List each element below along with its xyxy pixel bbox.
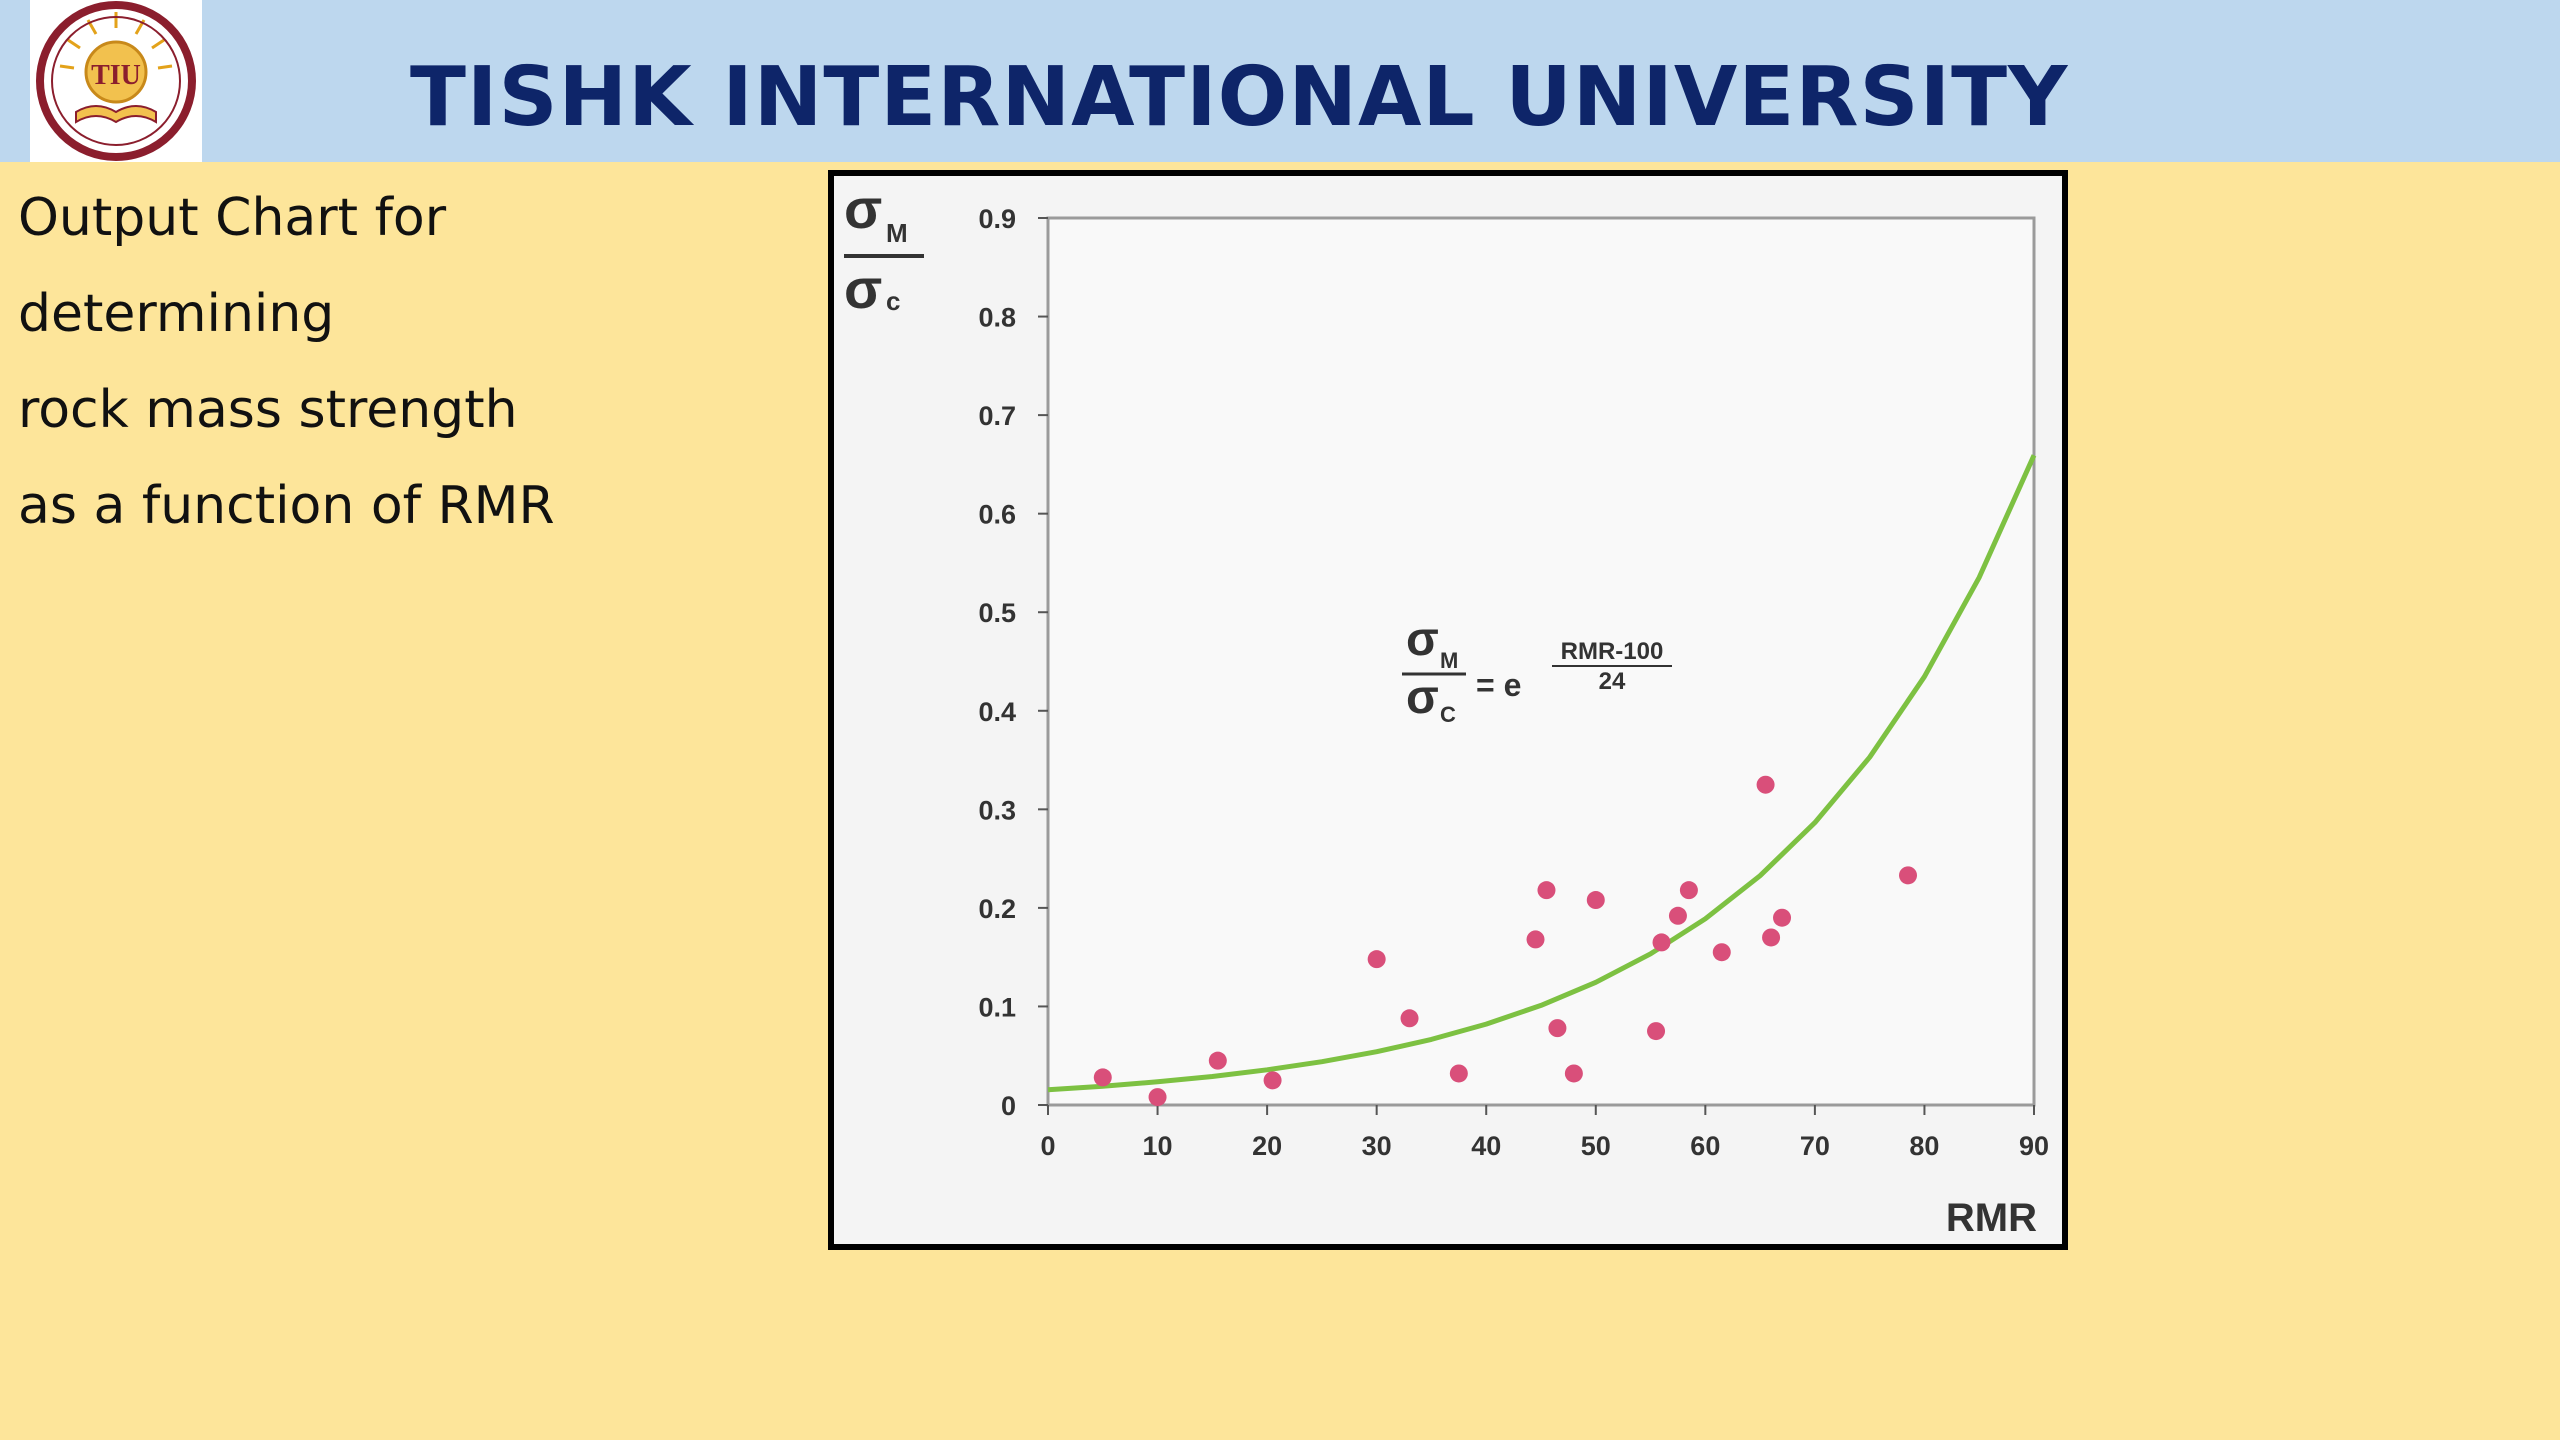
eq-den-symbol: σ <box>1406 671 1439 724</box>
data-point <box>1679 881 1698 900</box>
y-axis-label: σ M σ c <box>844 177 924 320</box>
plot-border <box>1046 216 2036 1107</box>
data-point <box>1762 928 1781 947</box>
y-label-num-symbol: σ <box>844 177 882 240</box>
x-tick-label: 70 <box>1800 1131 1830 1161</box>
y-tick-label: 0.2 <box>978 894 1016 924</box>
logo-text: TIU <box>91 60 141 91</box>
data-point <box>1537 881 1556 900</box>
data-point <box>1756 775 1775 794</box>
y-tick-label: 0.9 <box>978 204 1016 234</box>
eq-exp-den: 24 <box>1599 668 1626 695</box>
chart-frame: 0 0.1 0.2 0.3 0.4 0.5 0.6 0.7 0.8 0.9 0 10 20 30 40 50… <box>828 170 2068 1250</box>
caption-line: as a function of RMR <box>18 476 555 536</box>
x-tick-label: 20 <box>1252 1131 1282 1161</box>
university-title: TISHK INTERNATIONAL UNIVERSITY <box>410 50 2069 145</box>
tiu-logo-icon: TIU <box>36 1 196 161</box>
y-tick-label: 0.1 <box>978 992 1016 1022</box>
data-point <box>1449 1064 1468 1083</box>
y-tick-label: 0.8 <box>978 303 1016 333</box>
caption-line: determining <box>18 284 335 344</box>
data-point <box>1148 1088 1167 1107</box>
fit-curve <box>1047 454 2037 1093</box>
data-point <box>1208 1051 1227 1070</box>
y-label-den-symbol: σ <box>844 257 882 320</box>
eq-equals: = e <box>1476 667 1521 703</box>
eq-num-sub: M <box>1440 648 1458 673</box>
caption-line: rock mass strength <box>18 380 518 440</box>
x-tick-label: 60 <box>1690 1131 1720 1161</box>
y-label-num-sub: M <box>886 218 908 248</box>
header-bar: TIU TISHK INTERNATIONAL UNIVERSITY <box>0 0 2560 162</box>
data-point <box>1564 1064 1583 1083</box>
eq-num-symbol: σ <box>1406 613 1439 666</box>
x-tick-label: 0 <box>1040 1131 1055 1161</box>
data-point <box>1773 908 1792 927</box>
caption-line: Output Chart for <box>18 188 447 248</box>
eq-den-sub: C <box>1440 702 1456 727</box>
rmr-strength-chart: 0 0.1 0.2 0.3 0.4 0.5 0.6 0.7 0.8 0.9 0 10 20 30 40 50… <box>844 177 2049 1240</box>
data-point <box>1668 906 1687 925</box>
data-point <box>1548 1019 1567 1038</box>
x-axis-label: RMR <box>1946 1196 2037 1240</box>
data-point <box>1400 1009 1419 1028</box>
data-point <box>1263 1071 1282 1090</box>
y-tick-label: 0.4 <box>978 697 1016 727</box>
x-tick-label: 90 <box>2019 1131 2049 1161</box>
curve-layer <box>1047 454 2037 1093</box>
x-tick-label: 50 <box>1581 1131 1611 1161</box>
data-point <box>1586 891 1605 910</box>
university-logo: TIU <box>30 0 202 162</box>
y-tick-label: 0.6 <box>978 500 1016 530</box>
x-tick-label: 40 <box>1471 1131 1501 1161</box>
data-point <box>1652 933 1671 952</box>
data-point <box>1899 866 1918 885</box>
data-point <box>1526 930 1545 949</box>
data-point <box>1712 943 1731 962</box>
y-tick-label: 0 <box>1001 1091 1016 1121</box>
x-tick-label: 30 <box>1362 1131 1392 1161</box>
y-tick-label: 0.3 <box>978 795 1016 825</box>
y-axis-ticks: 0 0.1 0.2 0.3 0.4 0.5 0.6 0.7 0.8 0.9 <box>978 204 1048 1121</box>
plot-area <box>1046 216 2036 1107</box>
y-tick-label: 0.5 <box>978 598 1016 628</box>
y-tick-label: 0.7 <box>978 401 1016 431</box>
data-point <box>1647 1022 1666 1041</box>
y-label-den-sub: c <box>886 286 900 316</box>
x-tick-label: 10 <box>1143 1131 1173 1161</box>
slide-caption: Output Chart for determining rock mass s… <box>18 170 778 554</box>
points-layer <box>1093 775 1918 1107</box>
x-tick-label: 80 <box>1909 1131 1939 1161</box>
x-axis-ticks: 0 10 20 30 40 50 60 70 80 90 <box>1040 1105 2049 1161</box>
data-point <box>1093 1068 1112 1087</box>
eq-exp-num: RMR-100 <box>1561 638 1664 665</box>
equation-annotation: σ M σ C = e RMR-100 24 <box>1402 613 1672 727</box>
data-point <box>1367 950 1386 969</box>
